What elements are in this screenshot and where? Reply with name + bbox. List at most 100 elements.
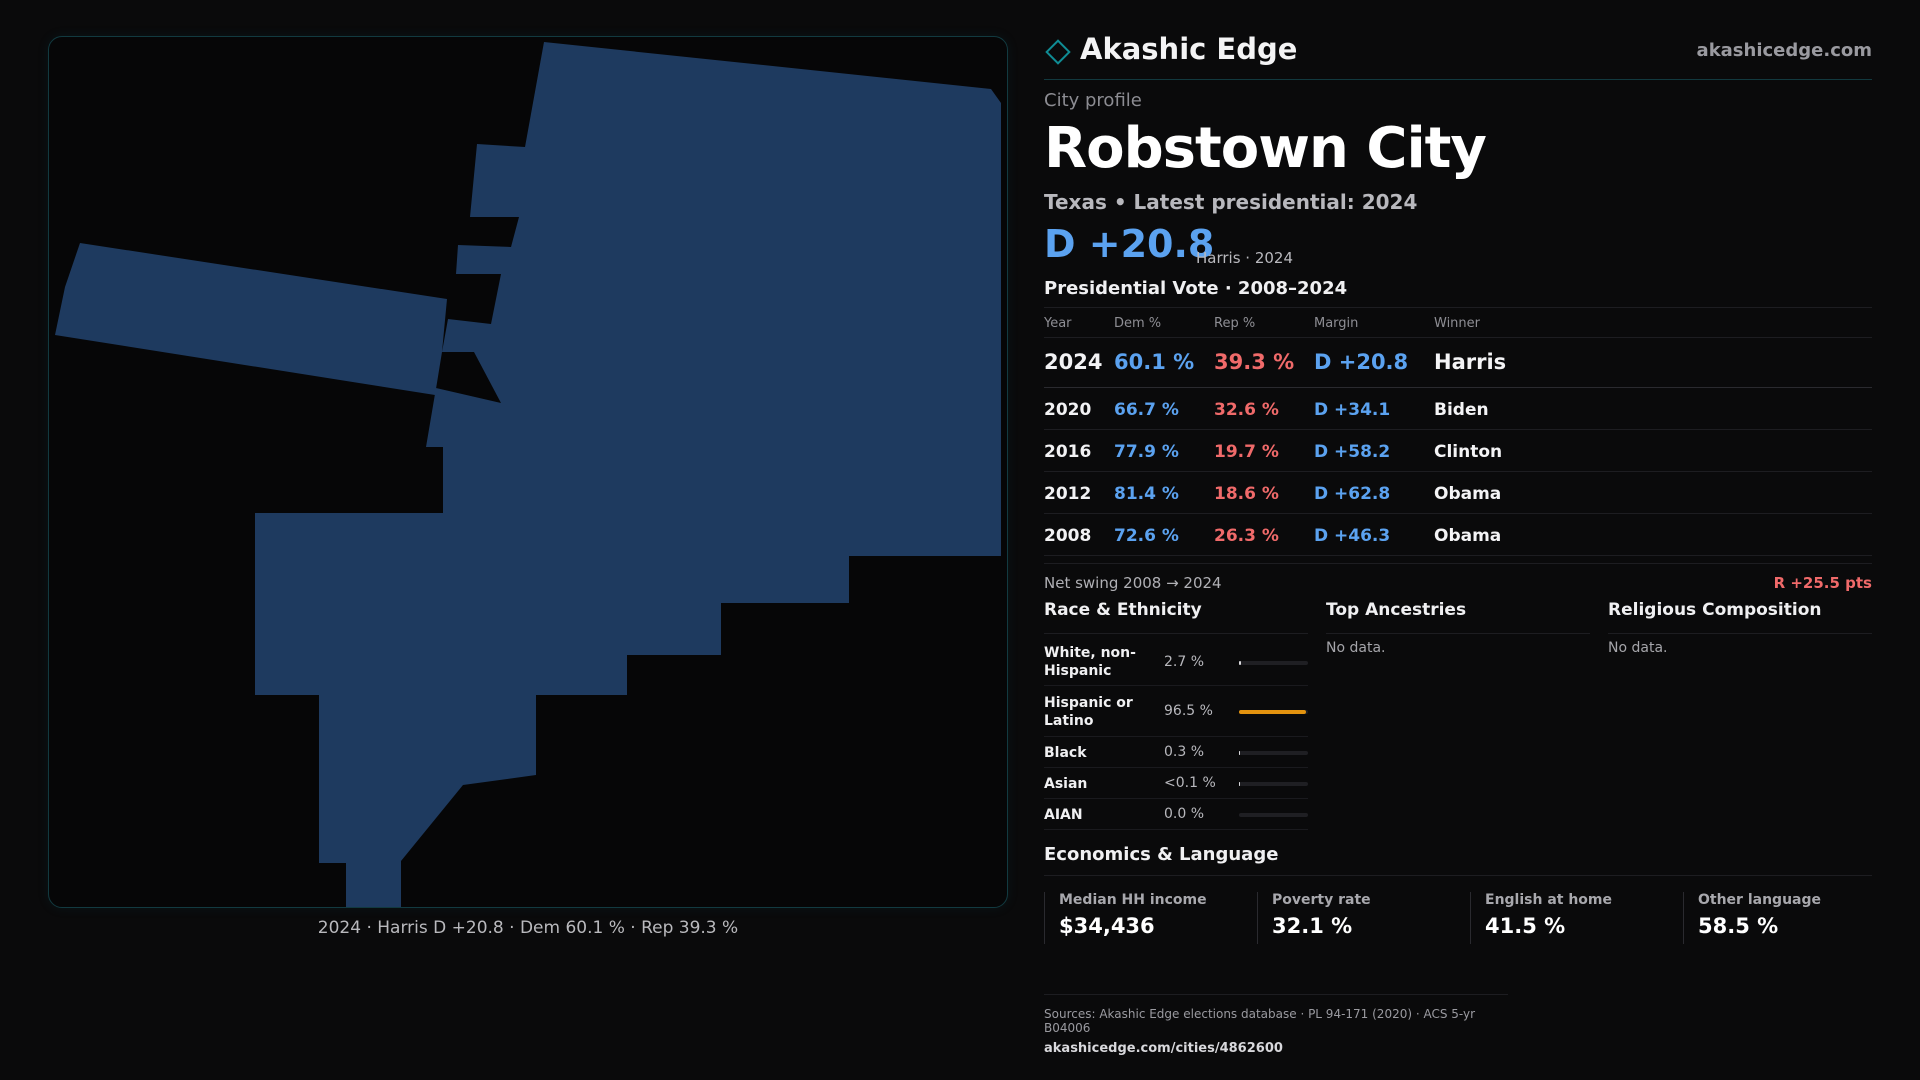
stat-label: English at home: [1485, 892, 1613, 908]
ancestry-section-title: Top Ancestries: [1326, 600, 1467, 620]
net-swing-value: R +25.5 pts: [1773, 574, 1872, 592]
race-value: 0.3 %: [1164, 744, 1205, 760]
race-label: White, non-Hispanic: [1044, 645, 1136, 679]
footer-url-link[interactable]: akashicedge.com/cities/4862600: [1044, 1041, 1283, 1056]
stat-label: Poverty rate: [1272, 892, 1371, 908]
table-row: 2016 77.9 % 19.7 % D +58.2 Clinton: [1044, 430, 1872, 472]
stat-card-english: English at home 41.5 %: [1470, 892, 1682, 944]
stat-card-poverty: Poverty rate 32.1 %: [1257, 892, 1469, 944]
diamond-logo-icon: [1045, 39, 1071, 65]
race-value: 2.7 %: [1164, 654, 1205, 670]
race-bar: [1239, 751, 1308, 755]
race-bar: [1239, 782, 1308, 786]
list-item: Asian <0.1 %: [1044, 768, 1308, 799]
race-label: Black: [1044, 745, 1087, 761]
cell-year: 2012: [1044, 484, 1092, 504]
cell-margin: D +20.8: [1314, 350, 1409, 374]
cell-year: 2020: [1044, 400, 1092, 420]
cell-rep: 19.7 %: [1214, 442, 1279, 462]
religion-no-data: No data.: [1608, 640, 1668, 656]
stat-value: 58.5 %: [1698, 914, 1779, 938]
cell-margin: D +34.1: [1314, 400, 1391, 420]
vote-table-header: Year Dem % Rep % Margin Winner: [1044, 308, 1872, 338]
profile-subline: Texas • Latest presidential: 2024: [1044, 190, 1418, 214]
race-value: 96.5 %: [1164, 703, 1213, 719]
cell-rep: 18.6 %: [1214, 484, 1279, 504]
map-caption: 2024 · Harris D +20.8 · Dem 60.1 % · Rep…: [317, 918, 739, 938]
col-header-winner: Winner: [1434, 316, 1481, 331]
stat-value: 32.1 %: [1272, 914, 1353, 938]
cell-margin: D +46.3: [1314, 526, 1391, 546]
race-value: <0.1 %: [1164, 775, 1216, 791]
economics-section-title: Economics & Language: [1044, 844, 1279, 865]
economics-cards: Median HH income $34,436 Poverty rate 32…: [1044, 875, 1872, 947]
city-map[interactable]: [48, 36, 1008, 908]
profile-eyebrow: City profile: [1044, 90, 1142, 111]
table-row: 2012 81.4 % 18.6 % D +62.8 Obama: [1044, 472, 1872, 514]
vote-table: Year Dem % Rep % Margin Winner 2024 60.1…: [1044, 307, 1872, 556]
cell-dem: 81.4 %: [1114, 484, 1179, 504]
cell-dem: 66.7 %: [1114, 400, 1179, 420]
net-swing-label: Net swing 2008 → 2024: [1044, 574, 1222, 592]
brand-url-link[interactable]: akashicedge.com: [1696, 40, 1872, 61]
stat-card-income: Median HH income $34,436: [1044, 892, 1256, 944]
city-boundary-shape[interactable]: [55, 42, 1001, 907]
col-header-year: Year: [1044, 316, 1072, 331]
cell-dem: 72.6 %: [1114, 526, 1179, 546]
race-bar: [1239, 813, 1308, 817]
cell-rep: 32.6 %: [1214, 400, 1279, 420]
list-item: AIAN 0.0 %: [1044, 799, 1308, 830]
religion-section-title: Religious Composition: [1608, 600, 1822, 620]
cell-winner: Harris: [1434, 350, 1507, 374]
race-section-title: Race & Ethnicity: [1044, 600, 1202, 620]
stat-value: 41.5 %: [1485, 914, 1566, 938]
stat-label: Median HH income: [1059, 892, 1207, 908]
cell-rep: 26.3 %: [1214, 526, 1279, 546]
list-item: Black 0.3 %: [1044, 737, 1308, 768]
race-label: Asian: [1044, 776, 1088, 792]
race-value: 0.0 %: [1164, 806, 1205, 822]
brand-name: Akashic Edge: [1080, 32, 1298, 66]
race-bar: [1239, 710, 1308, 714]
col-header-rep: Rep %: [1214, 316, 1256, 331]
net-swing: Net swing 2008 → 2024 R +25.5 pts: [1044, 563, 1872, 599]
ancestry-section-header: Top Ancestries: [1326, 600, 1590, 634]
latest-margin: D +20.8: [1044, 222, 1215, 266]
table-row: 2020 66.7 % 32.6 % D +34.1 Biden: [1044, 388, 1872, 430]
cell-dem: 60.1 %: [1114, 350, 1195, 374]
city-boundary-map: [55, 42, 1001, 907]
race-bar-fill: [1239, 661, 1241, 665]
cell-winner: Biden: [1434, 400, 1489, 420]
cell-dem: 77.9 %: [1114, 442, 1179, 462]
race-label: Hispanic or Latino: [1044, 695, 1133, 729]
table-row: 2024 60.1 % 39.3 % D +20.8 Harris: [1044, 338, 1872, 388]
cell-year: 2016: [1044, 442, 1092, 462]
cell-winner: Clinton: [1434, 442, 1503, 462]
col-header-margin: Margin: [1314, 316, 1359, 331]
col-header-dem: Dem %: [1114, 316, 1162, 331]
race-label: AIAN: [1044, 807, 1083, 823]
race-bar-fill: [1239, 782, 1241, 786]
stat-card-other-language: Other language 58.5 %: [1683, 892, 1872, 944]
cell-winner: Obama: [1434, 484, 1502, 504]
race-list: White, non-Hispanic 2.7 % Hispanic or La…: [1044, 634, 1308, 830]
list-item: White, non-Hispanic 2.7 %: [1044, 634, 1308, 686]
cell-margin: D +62.8: [1314, 484, 1391, 504]
stat-label: Other language: [1698, 892, 1821, 908]
table-row: 2008 72.6 % 26.3 % D +46.3 Obama: [1044, 514, 1872, 556]
latest-margin-note: Harris · 2024: [1196, 249, 1294, 267]
cell-rep: 39.3 %: [1214, 350, 1295, 374]
page-title: Robstown City: [1044, 116, 1487, 181]
race-bar-fill: [1239, 751, 1241, 755]
race-bar: [1239, 661, 1308, 665]
footer: Sources: Akashic Edge elections database…: [1044, 994, 1508, 1056]
race-section-header: Race & Ethnicity: [1044, 600, 1308, 634]
religion-section-header: Religious Composition: [1608, 600, 1872, 634]
stat-value: $34,436: [1059, 914, 1155, 938]
ancestry-no-data: No data.: [1326, 640, 1386, 656]
race-bar-fill: [1239, 710, 1306, 714]
vote-section-title: Presidential Vote · 2008–2024: [1044, 278, 1348, 299]
list-item: Hispanic or Latino 96.5 %: [1044, 686, 1308, 737]
cell-year: 2008: [1044, 526, 1092, 546]
cell-winner: Obama: [1434, 526, 1502, 546]
